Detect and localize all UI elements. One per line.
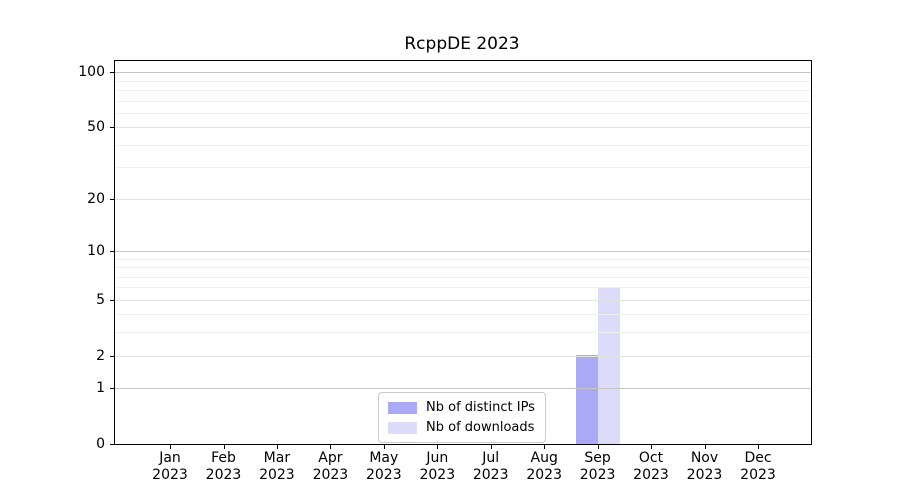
x-axis-tick-label: Apr 2023 <box>312 450 349 483</box>
y-tick-mark-20 <box>110 198 115 200</box>
gridline-minor-60 <box>115 112 811 114</box>
x-tick-mark-nov <box>704 444 706 449</box>
gridline-minor-70 <box>115 100 811 102</box>
y-tick-mark-50 <box>110 127 115 129</box>
x-axis-tick-label: Oct 2023 <box>633 450 669 483</box>
y-tick-mark-2 <box>110 355 115 357</box>
x-tick-mark-jan <box>170 444 171 449</box>
legend-item-distinct-ips: Nb of distinct IPs <box>388 400 535 415</box>
x-axis-tick-label: May 2023 <box>365 450 402 483</box>
plot-area: Nb of distinct IPs Nb of downloads 0 1 2 5 1… <box>78 60 812 483</box>
x-axis-tick-label: Aug 2023 <box>526 450 562 483</box>
y-axis-tick-label: 100 <box>78 64 105 81</box>
legend-label: Nb of downloads <box>426 420 535 435</box>
x-tick-mark-sep <box>597 444 599 449</box>
gridline-minor-7 <box>115 276 811 278</box>
y-axis-tick-label: 0 <box>96 436 105 452</box>
chart-title: RcppDE 2023 <box>404 34 520 54</box>
x-axis-tick-label: Jun 2023 <box>419 450 456 483</box>
y-tick-mark-0 <box>110 444 115 445</box>
bar-downloads <box>597 287 620 444</box>
gridline-10 <box>115 250 811 252</box>
y-tick-mark-100 <box>110 72 115 74</box>
gridline-minor-30 <box>115 167 811 169</box>
legend-label: Nb of distinct IPs <box>426 400 535 415</box>
y-axis-tick-label: 20 <box>87 190 105 207</box>
gridline-20 <box>115 198 811 200</box>
gridline-minor-3 <box>115 332 811 334</box>
gridline-minor-4 <box>115 314 811 316</box>
legend-swatch <box>388 421 417 434</box>
legend-item-downloads: Nb of downloads <box>388 420 535 435</box>
y-axis-tick-label: 5 <box>96 291 105 308</box>
x-tick-mark-may <box>383 444 385 449</box>
gridline-2 <box>115 355 811 357</box>
x-axis-tick-label: Jul 2023 <box>472 450 509 483</box>
gridline-minor-9 <box>115 258 811 260</box>
gridline-minor-8 <box>115 267 811 268</box>
x-axis-tick-label: Feb 2023 <box>205 450 242 483</box>
legend: Nb of distinct IPs Nb of downloads <box>378 392 546 443</box>
y-tick-mark-5 <box>110 299 115 301</box>
y-axis-tick-label: 10 <box>87 242 105 259</box>
x-tick-mark-jul <box>490 444 492 449</box>
x-tick-mark-feb <box>223 444 225 449</box>
gridline-1 <box>115 388 811 390</box>
x-tick-mark-mar <box>276 444 278 449</box>
gridline-minor-90 <box>115 80 811 82</box>
y-axis-tick-label: 50 <box>87 119 105 136</box>
x-axis-tick-label: Mar 2023 <box>259 450 295 483</box>
gridline-50 <box>115 127 811 129</box>
legend-swatch <box>388 401 417 414</box>
y-tick-mark-10 <box>110 250 115 252</box>
x-axis-tick-label: Jan 2023 <box>152 450 188 483</box>
x-tick-mark-dec <box>758 444 759 449</box>
x-tick-mark-jun <box>437 444 439 449</box>
x-tick-mark-oct <box>651 444 652 449</box>
x-tick-mark-aug <box>544 444 546 449</box>
y-tick-mark-1 <box>110 388 115 390</box>
x-axis-tick-label: Sep 2023 <box>579 450 616 483</box>
bar-distinct-ips <box>575 355 598 444</box>
gridline-minor-6 <box>115 287 811 289</box>
gridline-5 <box>115 299 811 301</box>
gridline-100 <box>115 72 811 74</box>
y-axis-tick-label: 1 <box>96 380 105 397</box>
y-axis-tick-label: 2 <box>96 347 105 364</box>
gridline-minor-80 <box>115 89 811 91</box>
x-axis-tick-label: Dec 2023 <box>740 450 776 483</box>
x-axis-tick-label: Nov 2023 <box>686 450 723 483</box>
gridline-minor-40 <box>115 144 811 146</box>
x-tick-mark-apr <box>330 444 332 449</box>
